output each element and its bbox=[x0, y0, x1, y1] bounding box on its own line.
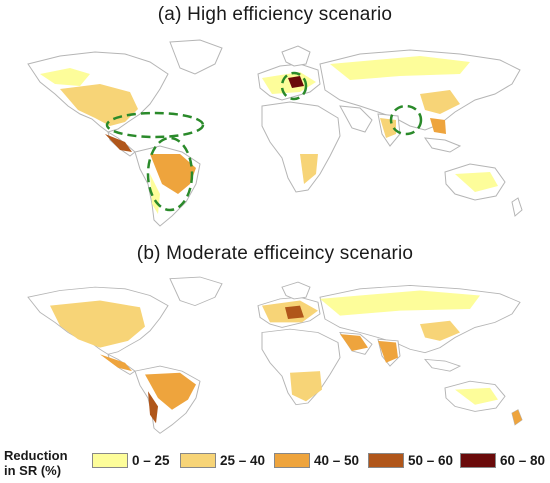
legend-swatch bbox=[92, 452, 128, 468]
legend-swatch bbox=[368, 452, 404, 468]
legend-item-50-60: 50 – 60 bbox=[368, 452, 453, 468]
legend-title-line1: Reduction bbox=[4, 448, 68, 463]
choropleth-b bbox=[50, 290, 522, 425]
legend-label: 0 – 25 bbox=[132, 452, 170, 468]
map-high-efficiency bbox=[27, 39, 523, 227]
legend-label: 50 – 60 bbox=[408, 452, 454, 468]
legend-item-40-50: 40 – 50 bbox=[274, 452, 359, 468]
panel-b-title: (b) Moderate efficeincy scenario bbox=[136, 243, 414, 264]
legend-item-25-40: 25 – 40 bbox=[180, 452, 265, 468]
highlight-southeast-asia bbox=[389, 104, 423, 136]
legend-title: Reduction in SR (%) bbox=[4, 448, 68, 478]
legend-label: 40 – 50 bbox=[314, 452, 360, 468]
legend-label: 60 – 80 bbox=[500, 452, 546, 468]
legend-label: 25 – 40 bbox=[220, 452, 266, 468]
highlight-south-america bbox=[146, 136, 194, 212]
legend-item-60-80: 60 – 80 bbox=[460, 452, 545, 468]
legend-item-0-25: 0 – 25 bbox=[92, 452, 170, 468]
legend-title-line2: in SR (%) bbox=[4, 463, 62, 478]
legend-swatch bbox=[274, 452, 310, 468]
panel-a-title: (a) High efficiency scenario bbox=[157, 4, 393, 25]
legend-swatch bbox=[180, 452, 216, 468]
legend-swatch bbox=[460, 452, 496, 468]
highlight-central-america bbox=[105, 111, 205, 139]
highlight-europe bbox=[280, 71, 308, 101]
highlight-ellipses-a bbox=[105, 71, 423, 212]
map-moderate-efficiency bbox=[27, 276, 523, 434]
legend: Reduction in SR (%) 0 – 25 25 – 40 40 – … bbox=[0, 446, 550, 480]
